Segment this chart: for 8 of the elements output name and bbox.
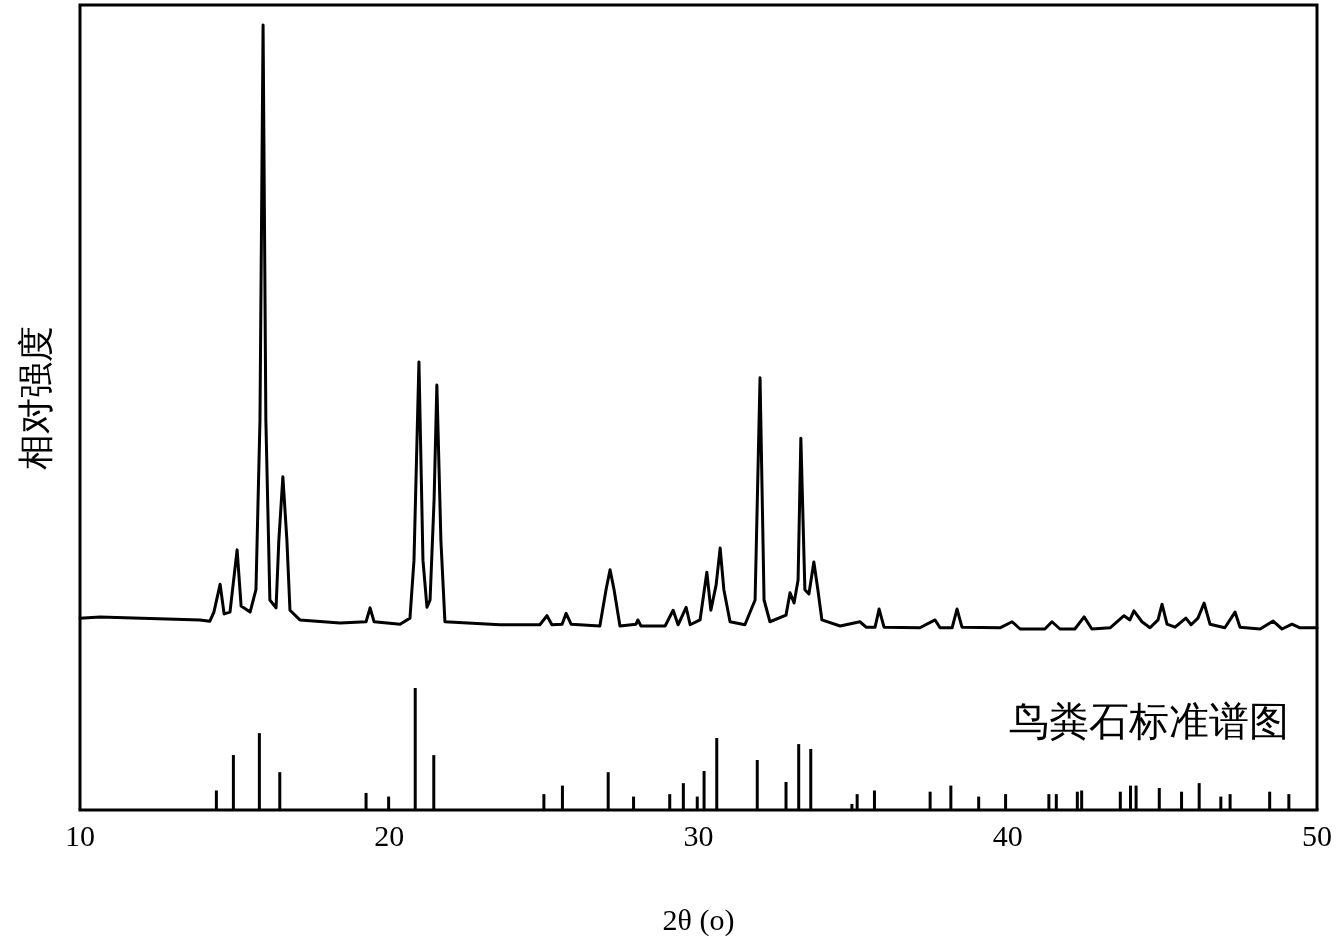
y-axis-title: 相对强度 bbox=[16, 325, 56, 470]
annotation: 鸟粪石标准谱图 bbox=[1009, 699, 1289, 744]
x-tick-label: 30 bbox=[683, 819, 714, 852]
x-tick-label: 40 bbox=[992, 819, 1023, 852]
x-tick-label: 50 bbox=[1302, 819, 1332, 852]
x-tick-label: 10 bbox=[65, 819, 95, 852]
x-tick-label: 20 bbox=[374, 819, 405, 852]
x-axis-title: 2θ (o) bbox=[662, 903, 735, 937]
